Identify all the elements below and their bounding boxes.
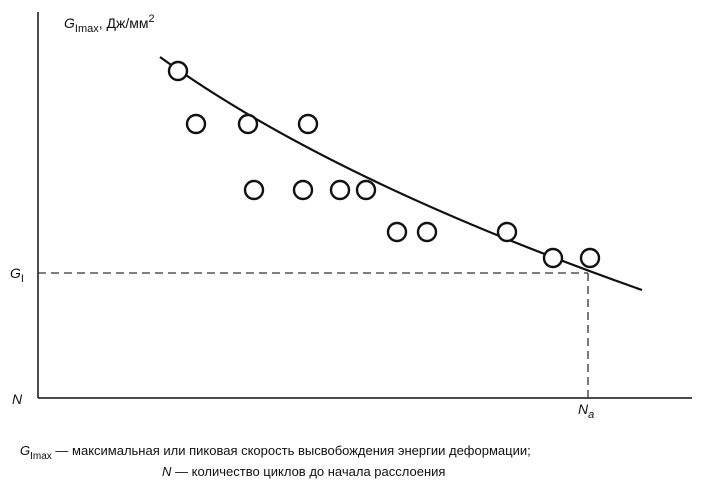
legend-line: GImax — максимальная или пиковая скорост… bbox=[20, 443, 531, 462]
symbol: G bbox=[10, 265, 21, 281]
data-points bbox=[167, 60, 601, 269]
symbol: G bbox=[64, 15, 75, 31]
y-axis-label: GImax, Дж/мм2 bbox=[64, 13, 155, 35]
text: — максимальная или пиковая скорость высв… bbox=[52, 443, 531, 458]
subscript: Imax bbox=[30, 451, 52, 462]
subscript: I bbox=[21, 273, 24, 285]
point bbox=[542, 247, 564, 269]
point bbox=[579, 247, 601, 269]
symbol: N bbox=[578, 401, 589, 417]
unit: , Дж/мм bbox=[99, 15, 149, 31]
legend-line: N — количество циклов до начала расслоен… bbox=[162, 464, 445, 479]
point bbox=[185, 113, 207, 135]
point bbox=[386, 221, 408, 243]
symbol: G bbox=[20, 443, 30, 458]
threshold-label: GI bbox=[10, 265, 24, 285]
point bbox=[355, 179, 377, 201]
origin-label: N bbox=[12, 391, 23, 407]
text: — количество циклов до начала расслоения bbox=[171, 464, 445, 479]
point bbox=[416, 221, 438, 243]
point bbox=[496, 221, 518, 243]
onset-label: Na bbox=[578, 401, 594, 421]
point bbox=[292, 179, 314, 201]
point bbox=[243, 179, 265, 201]
symbol: N bbox=[162, 464, 172, 479]
subscript: Imax bbox=[75, 23, 99, 35]
point bbox=[297, 113, 319, 135]
superscript: 2 bbox=[149, 13, 155, 25]
trend-curve bbox=[159, 56, 643, 292]
subscript: a bbox=[588, 409, 594, 421]
point bbox=[167, 60, 189, 82]
point bbox=[237, 113, 259, 135]
point bbox=[329, 179, 351, 201]
